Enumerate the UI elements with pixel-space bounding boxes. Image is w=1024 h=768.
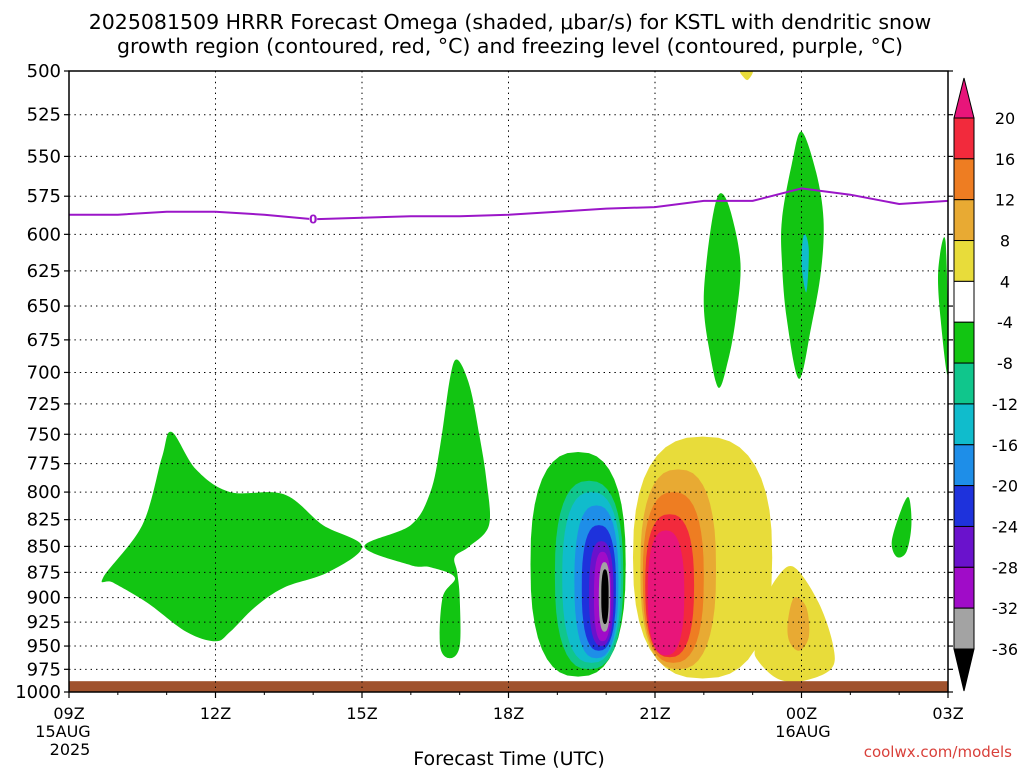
colorbar-label: -28 bbox=[992, 558, 1018, 577]
chart-title-line-2: growth region (contoured, red, °C) and f… bbox=[117, 34, 903, 58]
colorbar-arrow-bottom bbox=[953, 648, 975, 692]
y-tick-label: 725 bbox=[27, 394, 61, 415]
colorbar-label: -12 bbox=[992, 395, 1018, 414]
y-tick-label: 750 bbox=[27, 424, 61, 445]
omega-region bbox=[101, 431, 363, 642]
colorbar-label: -4 bbox=[997, 313, 1013, 332]
colorbar-label: -8 bbox=[997, 354, 1013, 373]
colorbar-label: 12 bbox=[995, 191, 1015, 210]
colorbar-segment bbox=[953, 444, 975, 487]
y-tick-label: 575 bbox=[27, 186, 61, 207]
y-tick-label: 525 bbox=[27, 105, 61, 126]
colorbar-label: -24 bbox=[992, 517, 1018, 536]
date-label-next-day: 16AUG bbox=[775, 722, 830, 741]
y-tick-label: 625 bbox=[27, 261, 61, 282]
y-tick-label: 1000 bbox=[15, 682, 61, 703]
x-tick-label: 03Z bbox=[932, 704, 963, 723]
y-tick-label: 850 bbox=[27, 536, 61, 557]
y-tick-label: 950 bbox=[27, 636, 61, 657]
colorbar-segment bbox=[953, 485, 975, 527]
omega-region bbox=[801, 233, 809, 293]
colorbar-segment bbox=[953, 158, 975, 201]
colorbar-label: 4 bbox=[1000, 272, 1010, 291]
chart-title-line-1: 2025081509 HRRR Forecast Omega (shaded, … bbox=[89, 10, 932, 34]
colorbar-label: 16 bbox=[995, 150, 1015, 169]
colorbar-segment bbox=[953, 240, 975, 282]
x-tick-label: 00Z bbox=[786, 704, 817, 723]
colorbar-arrow-top bbox=[953, 77, 975, 119]
colorbar-label: -16 bbox=[992, 436, 1018, 455]
y-tick-label: 875 bbox=[27, 562, 61, 583]
x-tick-label: 15Z bbox=[346, 704, 377, 723]
colorbar: 20 16 12 8 4 -4 -8 -12 -16 -20 -24 -28 -32 -36 bbox=[953, 77, 1018, 692]
y-tick-label: 925 bbox=[27, 612, 61, 633]
colorbar-segment bbox=[953, 566, 975, 609]
y-tick-label: 600 bbox=[27, 224, 61, 245]
colorbar-label: -20 bbox=[992, 477, 1018, 496]
colorbar-label: -32 bbox=[992, 599, 1018, 618]
colorbar-segment bbox=[953, 280, 975, 323]
y-tick-label: 900 bbox=[27, 588, 61, 609]
omega-region bbox=[891, 497, 912, 558]
omega-upward-core-ring bbox=[647, 530, 685, 656]
colorbar-segment bbox=[953, 525, 975, 568]
x-tick-label: 09Z bbox=[53, 704, 84, 723]
colorbar-segment bbox=[953, 607, 975, 650]
colorbar-segment bbox=[953, 362, 975, 405]
omega-downward-core-ring bbox=[601, 569, 609, 625]
watermark: coolwx.com/models bbox=[864, 743, 1012, 761]
y-tick-label: 675 bbox=[27, 330, 61, 351]
colorbar-label: 8 bbox=[1000, 232, 1010, 251]
x-tick-label: 21Z bbox=[639, 704, 670, 723]
colorbar-segment bbox=[953, 199, 975, 242]
freezing-level-label: 0 bbox=[309, 212, 317, 226]
colorbar-segment bbox=[953, 117, 975, 160]
date-label-start-day: 15AUG bbox=[35, 722, 90, 741]
y-tick-label: 700 bbox=[27, 362, 61, 383]
omega-secondary-inner bbox=[787, 597, 810, 651]
omega-region bbox=[703, 193, 741, 388]
x-axis-title: Forecast Time (UTC) bbox=[413, 748, 604, 768]
y-tick-label: 650 bbox=[27, 296, 61, 317]
y-tick-label: 500 bbox=[27, 61, 61, 82]
date-label-start-year: 2025 bbox=[50, 740, 91, 759]
y-tick-label: 775 bbox=[27, 454, 61, 475]
y-tick-label: 825 bbox=[27, 510, 61, 531]
freezing-level-line bbox=[69, 187, 949, 221]
y-tick-label: 550 bbox=[27, 146, 61, 167]
x-tick-label: 12Z bbox=[200, 704, 231, 723]
omega-region bbox=[739, 71, 753, 81]
colorbar-label: -36 bbox=[992, 640, 1018, 659]
terrain-strip bbox=[69, 681, 948, 692]
colorbar-label: 20 bbox=[995, 109, 1015, 128]
y-tick-label: 800 bbox=[27, 482, 61, 503]
freezing-level-label-bg bbox=[309, 213, 318, 226]
omega-region bbox=[938, 237, 948, 375]
x-tick-label: 18Z bbox=[493, 704, 524, 723]
y-tick-label: 975 bbox=[27, 659, 61, 680]
plot-area: 0 500 525 550 575 600 625 650 675 700 725 750 775 800… bbox=[15, 61, 964, 723]
colorbar-segment bbox=[953, 403, 975, 446]
colorbar-segment bbox=[953, 321, 975, 364]
